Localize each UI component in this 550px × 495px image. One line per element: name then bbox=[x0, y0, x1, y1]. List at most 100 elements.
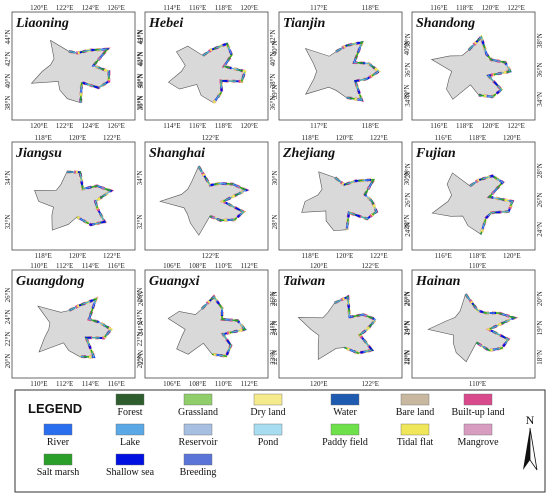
coastline bbox=[197, 165, 248, 222]
lat-label: 39°N bbox=[271, 85, 279, 100]
lat-label: 44°N bbox=[136, 30, 144, 45]
lat-label: 22°N bbox=[271, 350, 279, 365]
province-name: Guangxi bbox=[149, 274, 200, 289]
lat-label: 26°N bbox=[269, 291, 277, 306]
legend-swatch bbox=[253, 393, 283, 406]
lon-label: 118°E bbox=[302, 252, 319, 260]
lon-label: 124°E bbox=[82, 4, 100, 12]
lon-label: 126°E bbox=[107, 4, 125, 12]
lat-label: 28°N bbox=[404, 163, 412, 178]
lon-label: 112°E bbox=[56, 262, 73, 270]
lat-label: 24°N bbox=[136, 310, 144, 325]
legend-label: Bare land bbox=[396, 407, 435, 418]
legend-label: Built-up land bbox=[451, 407, 504, 418]
lon-label: 124°E bbox=[82, 122, 100, 130]
lon-label: 116°E bbox=[435, 252, 452, 260]
lon-label: 126°E bbox=[107, 122, 125, 130]
lon-label: 118°E bbox=[302, 134, 319, 142]
lat-label: 19°N bbox=[404, 321, 412, 336]
lat-label: 39°N bbox=[403, 85, 411, 100]
lon-label: 120°E bbox=[240, 4, 258, 12]
lat-label: 34°N bbox=[4, 171, 12, 186]
lat-label: 26°N bbox=[536, 193, 544, 208]
province-name: Fujian bbox=[415, 146, 456, 161]
lat-label: 38°N bbox=[137, 74, 145, 89]
province-name: Shanghai bbox=[149, 146, 205, 161]
lon-label: 112°E bbox=[240, 262, 257, 270]
legend-label: Shallow sea bbox=[106, 467, 155, 478]
coastline bbox=[334, 295, 377, 354]
lat-label: 34°N bbox=[404, 92, 412, 107]
lat-label: 24°N bbox=[269, 321, 277, 336]
lon-label: 120°E bbox=[30, 122, 48, 130]
lon-label: 117°E bbox=[310, 4, 327, 12]
north-arrow bbox=[523, 428, 530, 470]
lon-label: 122°E bbox=[56, 4, 74, 12]
lon-label: 118°E bbox=[215, 122, 232, 130]
legend-label: Mangrove bbox=[457, 437, 499, 448]
lon-label: 118°E bbox=[215, 4, 232, 12]
legend-box bbox=[14, 389, 546, 493]
legend-title: LEGEND bbox=[28, 401, 82, 416]
legend-label: Grassland bbox=[178, 407, 218, 418]
lon-label: 122°E bbox=[361, 262, 379, 270]
lat-label: 40°N bbox=[271, 41, 279, 56]
lat-label: 22°N bbox=[269, 350, 277, 365]
coastline bbox=[334, 177, 378, 230]
lat-label: 20°N bbox=[404, 291, 412, 306]
province-name: Hainan bbox=[415, 274, 461, 289]
lat-label: 20°N bbox=[136, 354, 144, 369]
lat-label: 36°N bbox=[404, 63, 412, 78]
lat-label: 38°N bbox=[404, 33, 412, 48]
coastline bbox=[468, 35, 512, 98]
legend-label: Forest bbox=[118, 407, 143, 418]
lon-label: 120°E bbox=[310, 262, 328, 270]
lat-label: 22°N bbox=[137, 350, 145, 365]
lon-label: 118°E bbox=[469, 134, 486, 142]
legend-label: Tidal flat bbox=[397, 437, 434, 448]
lat-label: 24°N bbox=[137, 321, 145, 336]
coastline bbox=[198, 166, 248, 221]
legend-swatch bbox=[400, 423, 430, 436]
lon-label: 120°E bbox=[310, 380, 328, 388]
lon-label: 110°E bbox=[215, 262, 232, 270]
legend-label: River bbox=[47, 437, 70, 448]
lat-label: 24°N bbox=[404, 222, 412, 237]
lon-label: 120°E bbox=[69, 134, 87, 142]
legend-swatch bbox=[400, 393, 430, 406]
legend-swatch bbox=[183, 423, 213, 436]
lat-label: 30°N bbox=[271, 171, 279, 186]
lat-label: 44°N bbox=[4, 30, 12, 45]
lat-label: 22°N bbox=[4, 332, 12, 347]
lon-label: 120°E bbox=[503, 134, 521, 142]
lon-label: 122°E bbox=[370, 134, 388, 142]
lon-label: 106°E bbox=[163, 380, 181, 388]
lat-label: 38°N bbox=[269, 74, 277, 89]
province-name: Liaoning bbox=[15, 16, 69, 31]
lat-label: 24°N bbox=[271, 321, 279, 336]
lat-label: 22°N bbox=[403, 350, 411, 365]
legend-swatch bbox=[330, 393, 360, 406]
lon-label: 116°E bbox=[435, 134, 452, 142]
lon-label: 114°E bbox=[82, 380, 99, 388]
province-name: Tianjin bbox=[283, 16, 325, 31]
lon-label: 120°E bbox=[240, 122, 258, 130]
lon-label: 120°E bbox=[336, 252, 354, 260]
legend-label: Pond bbox=[258, 437, 279, 448]
lat-label: 26°N bbox=[403, 291, 411, 306]
lat-label: 18°N bbox=[536, 350, 544, 365]
province-name: Guangdong bbox=[16, 274, 84, 289]
lon-label: 122°E bbox=[507, 4, 525, 12]
lon-label: 116°E bbox=[107, 380, 124, 388]
lat-label: 32°N bbox=[4, 215, 12, 230]
lon-label: 122°E bbox=[103, 134, 121, 142]
north-arrow bbox=[529, 427, 538, 471]
lon-label: 120°E bbox=[482, 4, 500, 12]
legend-swatch bbox=[115, 453, 145, 466]
lat-label: 19°N bbox=[536, 321, 544, 336]
lon-label: 108°E bbox=[189, 380, 207, 388]
lat-label: 22°N bbox=[136, 332, 144, 347]
lon-label: 120°E bbox=[336, 134, 354, 142]
lat-label: 18°N bbox=[404, 350, 412, 365]
lon-label: 116°E bbox=[430, 4, 447, 12]
